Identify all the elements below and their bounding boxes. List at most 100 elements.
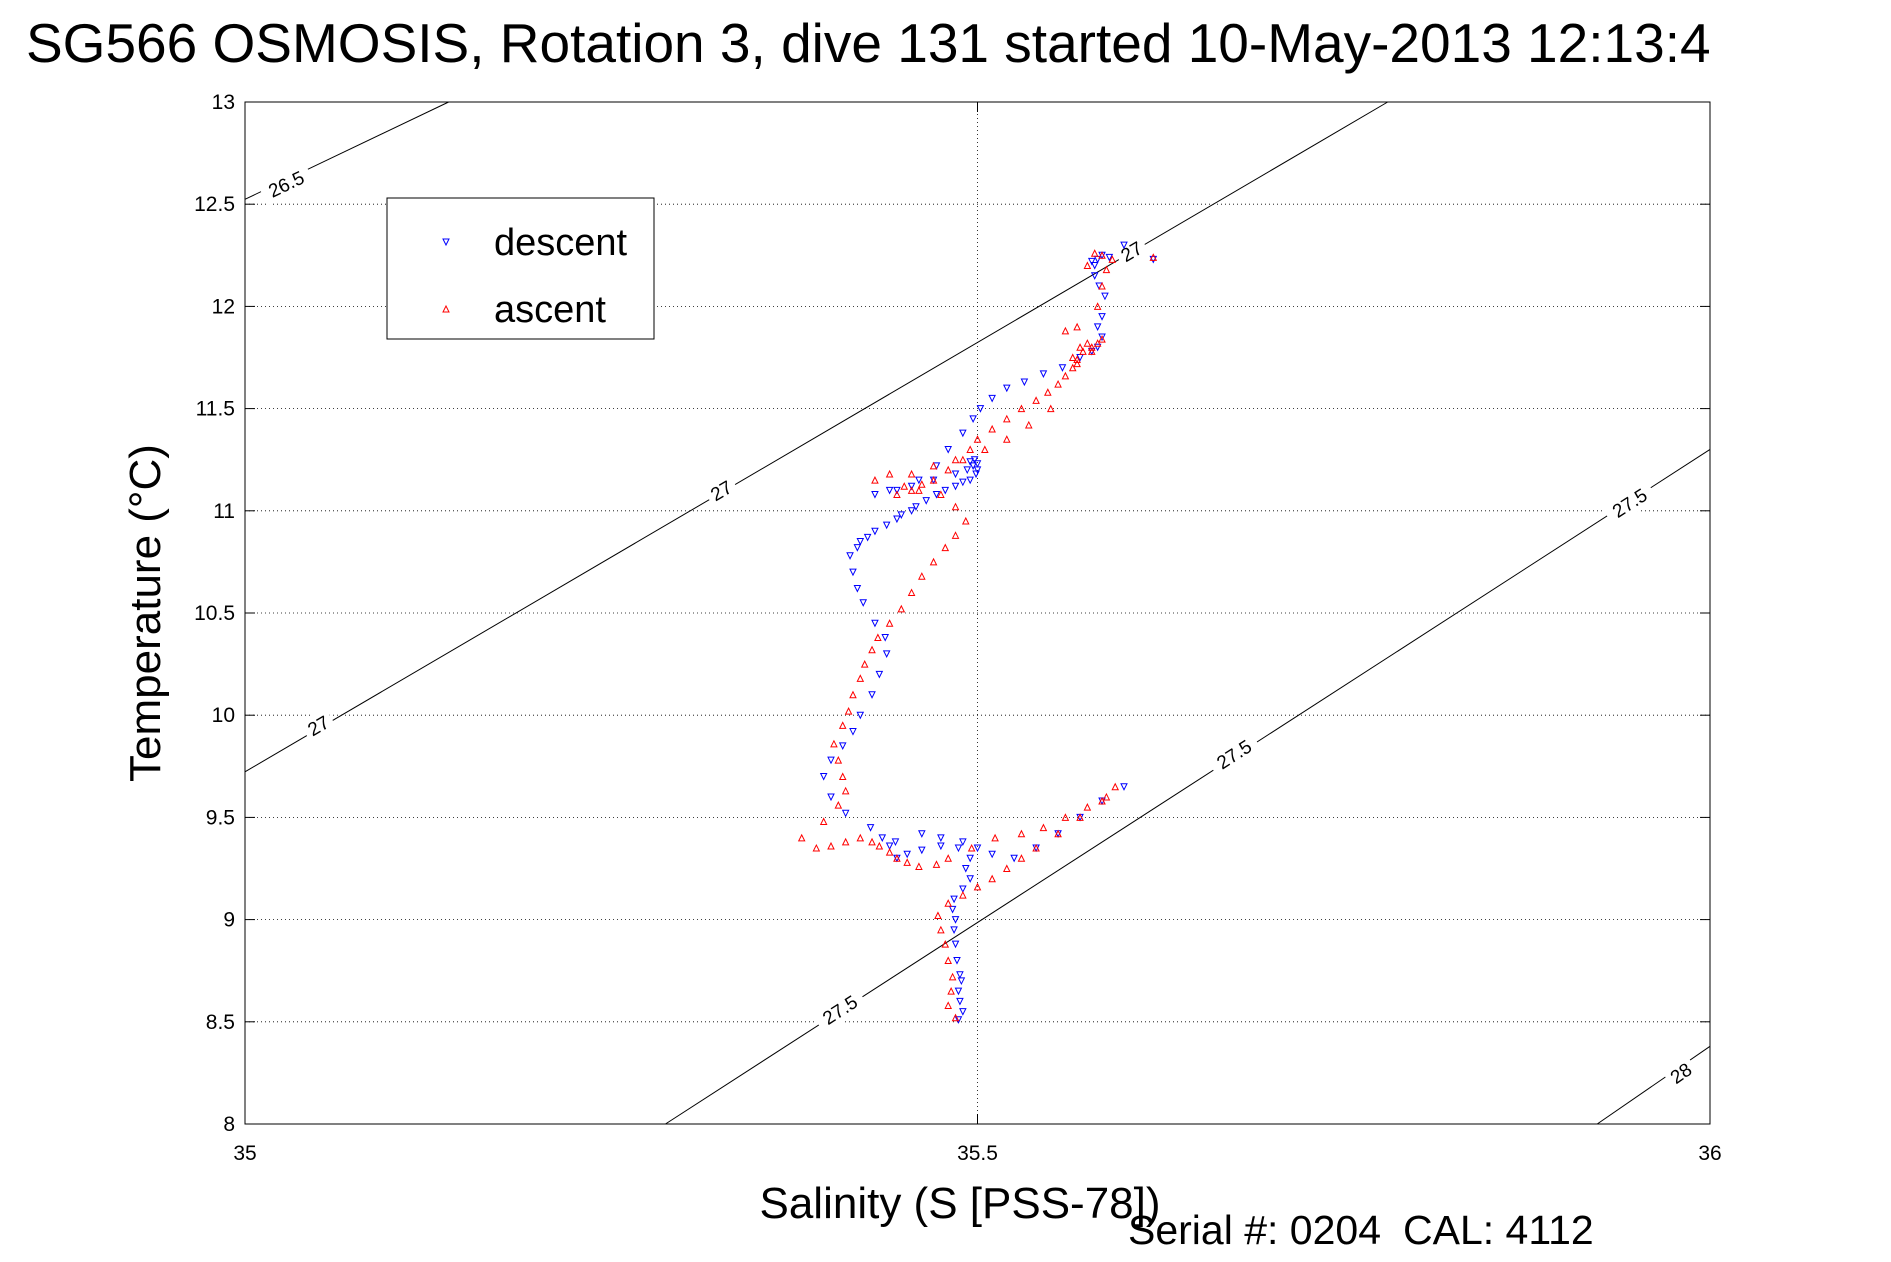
ascent-point (1087, 347, 1096, 355)
descent-point (1120, 783, 1128, 791)
ascent-point (937, 925, 945, 934)
ascent-point (915, 486, 923, 494)
descent-point (871, 619, 879, 628)
data-points (797, 241, 1158, 1024)
ascent-point (951, 531, 960, 539)
descent-point (1098, 333, 1106, 342)
descent-point (893, 486, 901, 495)
descent-point (856, 711, 865, 720)
descent-point (882, 650, 891, 658)
descent-point (937, 842, 945, 851)
descent-point (907, 507, 916, 515)
descent-point (966, 476, 974, 485)
ascent-point (1039, 823, 1048, 832)
descent-point (959, 478, 967, 487)
ascent-point (941, 543, 950, 552)
ascent-point (1073, 359, 1081, 368)
ascent-point (932, 860, 941, 868)
ascent-point (944, 465, 953, 474)
descent-point (878, 834, 887, 842)
ascent-point (951, 1013, 960, 1022)
descent-point (969, 415, 977, 423)
ascent-point (1046, 404, 1055, 413)
descent-point (856, 537, 865, 546)
y-tick-label: 13 (212, 91, 235, 114)
ascent-point (903, 858, 911, 866)
ascent-point (948, 972, 957, 981)
ascent-point (1017, 404, 1026, 413)
ascent-point (1068, 353, 1077, 361)
ascent-point (915, 862, 923, 870)
descent-point (956, 997, 964, 1006)
chart-title: SG566 OSMOSIS, Rotation 3, dive 131 star… (26, 12, 1711, 74)
serial-number: Serial #: 0204 (1128, 1207, 1382, 1253)
descent-point (1101, 292, 1109, 301)
x-tick-label: 35.5 (957, 1142, 998, 1165)
ascent-point (966, 445, 974, 453)
legend: descent ascent (386, 197, 655, 340)
ascent-point (1149, 253, 1158, 261)
x-tick-label: 35 (233, 1142, 256, 1165)
ascent-point (988, 424, 996, 433)
ascent-point (841, 837, 850, 846)
ascent-point (868, 645, 876, 654)
cal-number: CAL: 4112 (1403, 1207, 1594, 1253)
ascent-point (929, 461, 938, 470)
legend-label-descent: descent (494, 222, 628, 264)
y-axis-label: Temperature (°C) (121, 444, 170, 782)
descent-point (966, 458, 974, 466)
descent-point (957, 977, 966, 986)
ascent-point (1024, 420, 1033, 429)
ascent-point (1083, 803, 1092, 811)
descent-point (1090, 262, 1099, 270)
ascent-point (1076, 343, 1084, 351)
descent-point (885, 486, 894, 495)
axis-ticks: 35 35.5 36 8 8.5 9 9.5 10 10.5 11 11.5 12 12.5 13 (194, 91, 1722, 1165)
descent-point (963, 466, 972, 475)
ascent-point (967, 843, 976, 852)
ascent-point (893, 490, 901, 498)
ascent-point (1017, 854, 1026, 862)
descent-point (912, 503, 920, 511)
descent-point (1093, 323, 1102, 331)
descent-point (849, 568, 857, 577)
ascent-point (856, 833, 865, 842)
ascent-point (849, 690, 857, 699)
descent-point (827, 756, 835, 765)
ascent-point (1102, 792, 1111, 801)
ascent-point (834, 756, 843, 764)
ascent-point (1032, 843, 1040, 852)
descent-point (903, 850, 911, 859)
series-ascent (797, 249, 1158, 1022)
descent-point (1093, 343, 1102, 352)
ascent-point (1093, 302, 1102, 310)
descent-point (1002, 384, 1011, 393)
descent-point (950, 926, 958, 934)
descent-point (976, 405, 985, 413)
descent-point (959, 1008, 967, 1016)
ascent-point (1090, 249, 1099, 257)
ascent-point (897, 604, 906, 613)
ascent-point (838, 772, 847, 781)
ascent-point (959, 890, 967, 899)
ascent-point (1002, 864, 1011, 872)
ascent-point (1098, 796, 1106, 805)
descent-point (1010, 854, 1018, 863)
ascent-point (981, 445, 989, 453)
descent-point (954, 987, 963, 996)
ascent-point (918, 480, 926, 488)
ascent-point (874, 633, 882, 642)
descent-point (918, 846, 926, 855)
ascent-point (1087, 343, 1096, 351)
ascent-point (937, 490, 945, 498)
descent-point (959, 838, 967, 847)
ascent-point (973, 882, 982, 891)
ascent-point (1002, 435, 1011, 443)
descent-point (959, 885, 967, 894)
ascent-point (959, 455, 967, 464)
x-axis-label: Salinity (S [PSS-78]) (759, 1179, 1160, 1228)
ascent-point (1098, 281, 1106, 290)
y-tick-label: 8 (223, 1113, 235, 1136)
descent-point (853, 544, 862, 552)
ascent-point (900, 482, 909, 490)
